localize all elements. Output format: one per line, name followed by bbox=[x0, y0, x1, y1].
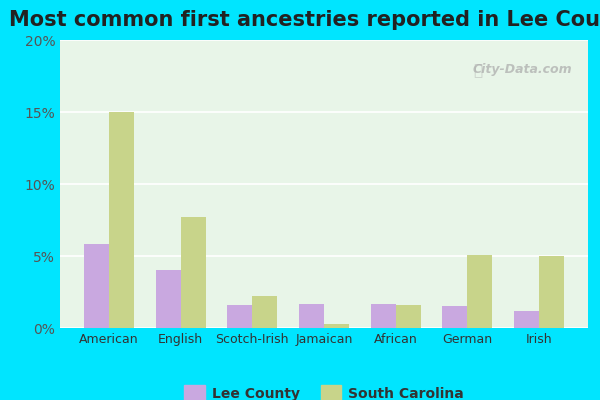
Bar bbox=[227, 305, 253, 328]
Bar bbox=[442, 306, 467, 328]
Bar bbox=[299, 304, 324, 328]
Bar bbox=[371, 304, 395, 328]
Legend: Lee County, South Carolina: Lee County, South Carolina bbox=[178, 379, 470, 400]
Bar bbox=[109, 112, 134, 328]
Bar bbox=[467, 254, 493, 328]
Bar bbox=[181, 217, 206, 328]
Bar bbox=[155, 270, 181, 328]
Bar bbox=[539, 256, 564, 328]
Bar bbox=[514, 311, 539, 328]
Bar bbox=[395, 305, 421, 328]
Title: Most common first ancestries reported in Lee County: Most common first ancestries reported in… bbox=[9, 10, 600, 30]
Text: City-Data.com: City-Data.com bbox=[473, 63, 572, 76]
Bar bbox=[253, 296, 277, 328]
Bar bbox=[324, 324, 349, 328]
Text: ⌕: ⌕ bbox=[473, 63, 482, 78]
Bar bbox=[84, 244, 109, 328]
